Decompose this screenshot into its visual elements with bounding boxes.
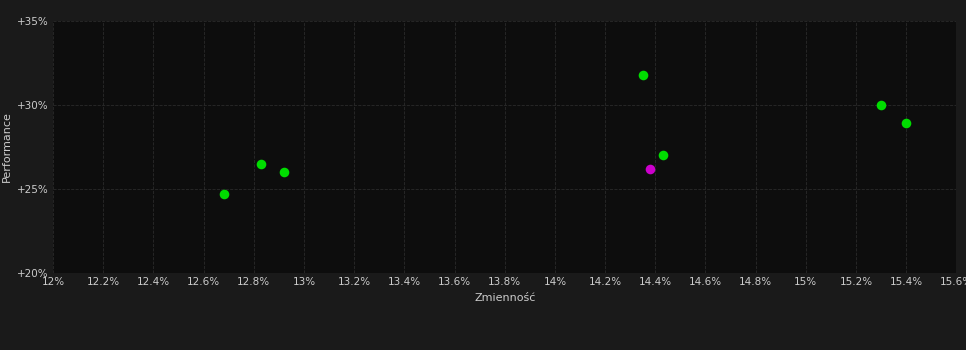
Point bbox=[898, 121, 914, 126]
Y-axis label: Performance: Performance bbox=[2, 112, 12, 182]
Point bbox=[655, 153, 670, 158]
Point bbox=[873, 102, 889, 108]
Point bbox=[276, 169, 292, 175]
Point bbox=[254, 161, 270, 167]
Point bbox=[216, 191, 232, 197]
Point bbox=[642, 166, 658, 172]
X-axis label: Zmienność: Zmienność bbox=[474, 293, 535, 303]
Point bbox=[635, 72, 650, 78]
